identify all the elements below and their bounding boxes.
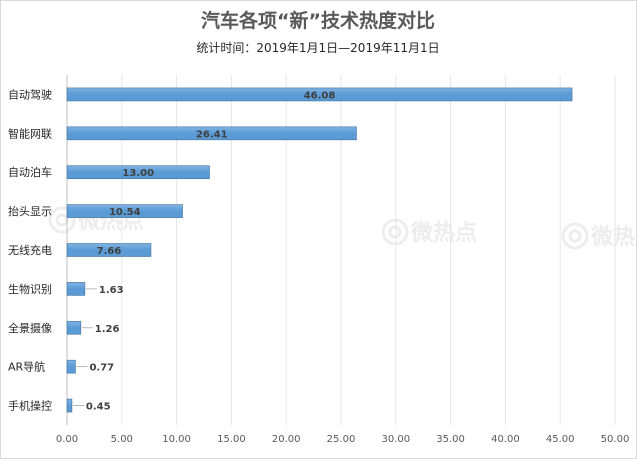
data-label: 0.77 [89, 363, 114, 374]
data-label: 1.26 [95, 324, 120, 335]
data-labels: 46.08 26.41 13.00 10.54 7.66 1.63 1.26 0.77 0.45 [72, 90, 336, 413]
watermark-logo-icon-inner [55, 213, 69, 227]
watermark-text: 微热点 [590, 224, 637, 250]
x-tick-label: 5.00 [111, 434, 133, 445]
bar [66, 359, 76, 374]
data-label: 26.41 [196, 129, 228, 140]
category-label: AR导航 [8, 360, 45, 374]
x-tick-label: 20.00 [272, 434, 301, 445]
x-axis-tick-labels: 0.00 5.00 10.00 15.00 20.00 25.00 30.00 35.00 40… [56, 434, 629, 445]
data-label: 13.00 [122, 168, 154, 179]
data-label: 10.54 [109, 207, 141, 218]
watermark-logo-icon-inner [568, 229, 582, 243]
bar [66, 204, 183, 218]
watermark: 微热点 [381, 218, 477, 246]
x-tick-label: 25.00 [327, 434, 356, 445]
category-label: 全景摄像 [8, 321, 52, 335]
bars [66, 87, 573, 413]
category-label: 智能网联 [8, 126, 52, 140]
category-label: 无线充电 [8, 243, 52, 257]
chart-title: 汽车各项“新”技术热度对比 [201, 9, 435, 32]
x-tick-label: 10.00 [162, 434, 191, 445]
x-tick-label: 45.00 [546, 434, 575, 445]
x-tick-label: 35.00 [436, 434, 465, 445]
x-tick-label: 30.00 [381, 434, 410, 445]
watermark-logo-icon [48, 206, 76, 234]
data-label: 1.63 [99, 285, 124, 296]
category-label: 自动泊车 [8, 165, 52, 179]
chart-subtitle: 统计时间：2019年1月1日—2019年11月1日 [196, 41, 439, 55]
data-label: 0.45 [86, 402, 111, 413]
watermark-logo-icon [561, 222, 589, 250]
x-tick-label: 15.00 [217, 434, 246, 445]
bar [66, 282, 86, 296]
x-tick-label: 0.00 [56, 434, 78, 445]
watermark: 微热点 [561, 222, 637, 250]
watermark-logo-icon-inner [388, 225, 402, 239]
category-label: 手机操控 [8, 399, 52, 413]
category-label: 生物识别 [8, 282, 52, 296]
bar [66, 126, 357, 141]
bar [66, 320, 82, 335]
category-label: 抬头显示 [8, 204, 52, 218]
bar [66, 243, 152, 257]
data-label: 7.66 [97, 246, 122, 257]
category-label: 自动驾驶 [8, 87, 52, 101]
watermark-logo-icon [381, 218, 409, 246]
bar [66, 165, 210, 180]
x-tick-label: 50.00 [601, 434, 630, 445]
bar [66, 87, 573, 102]
watermark-text: 微热点 [410, 220, 477, 246]
x-tick-label: 40.00 [491, 434, 520, 445]
bar [66, 398, 73, 413]
data-label: 46.08 [304, 90, 336, 101]
